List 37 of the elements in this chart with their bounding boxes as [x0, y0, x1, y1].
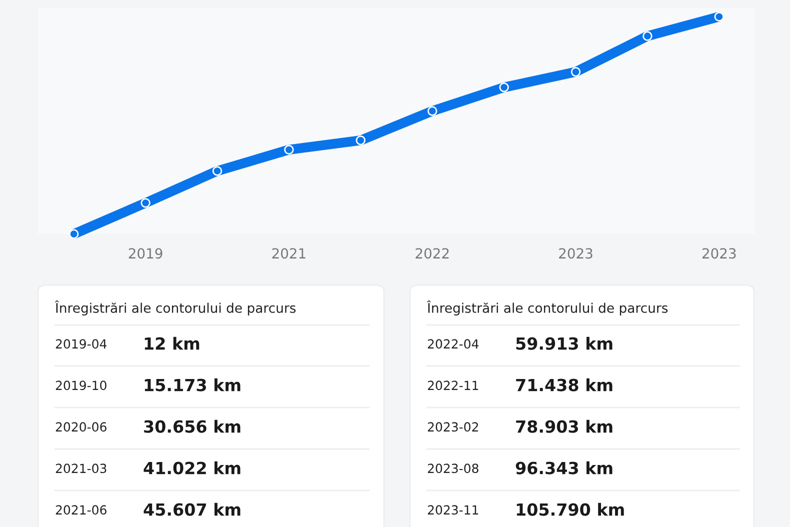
text: 96.343 km: [516, 461, 612, 474]
point: [427, 106, 438, 116]
point: [284, 144, 294, 155]
text: 59.913 km: [516, 336, 612, 350]
text: 2021-03: [56, 464, 106, 474]
text: 2021-06: [56, 505, 106, 515]
text: 41.022 km: [144, 461, 240, 474]
text: 2022-11: [428, 380, 478, 390]
x-tick-label: 2021: [272, 248, 306, 259]
point: [570, 67, 581, 77]
point: [212, 166, 222, 176]
x-tick-label: 2023: [702, 248, 736, 259]
x-tick-label: 2019: [128, 248, 162, 259]
point: [356, 135, 366, 146]
text: 2019-04: [56, 339, 107, 349]
text: Înregistrări ale contorului de parcurs: [54, 300, 296, 316]
x-tick-label: 2022: [416, 248, 449, 259]
text: 30.656 km: [144, 420, 240, 433]
text: 105.790 km: [516, 502, 624, 516]
text: 2019-10: [56, 380, 106, 390]
text: Înregistrări ale contorului de parcurs: [426, 300, 668, 316]
text: 2023-08: [428, 464, 478, 474]
text: 12 km: [144, 336, 200, 350]
text: 2022-04: [428, 339, 479, 349]
point: [68, 229, 79, 239]
text: 2023-11: [428, 505, 478, 515]
point: [642, 31, 652, 41]
point: [714, 12, 724, 22]
text: 15.173 km: [144, 378, 240, 392]
x-tick-label: 2023: [559, 248, 592, 259]
text: 2020-06: [56, 422, 106, 432]
text: 2023-02: [428, 422, 478, 432]
text: 78.903 km: [516, 420, 612, 433]
point: [499, 82, 509, 92]
text: 71.438 km: [516, 378, 612, 392]
text: 45.607 km: [144, 502, 240, 516]
point: [140, 198, 150, 208]
